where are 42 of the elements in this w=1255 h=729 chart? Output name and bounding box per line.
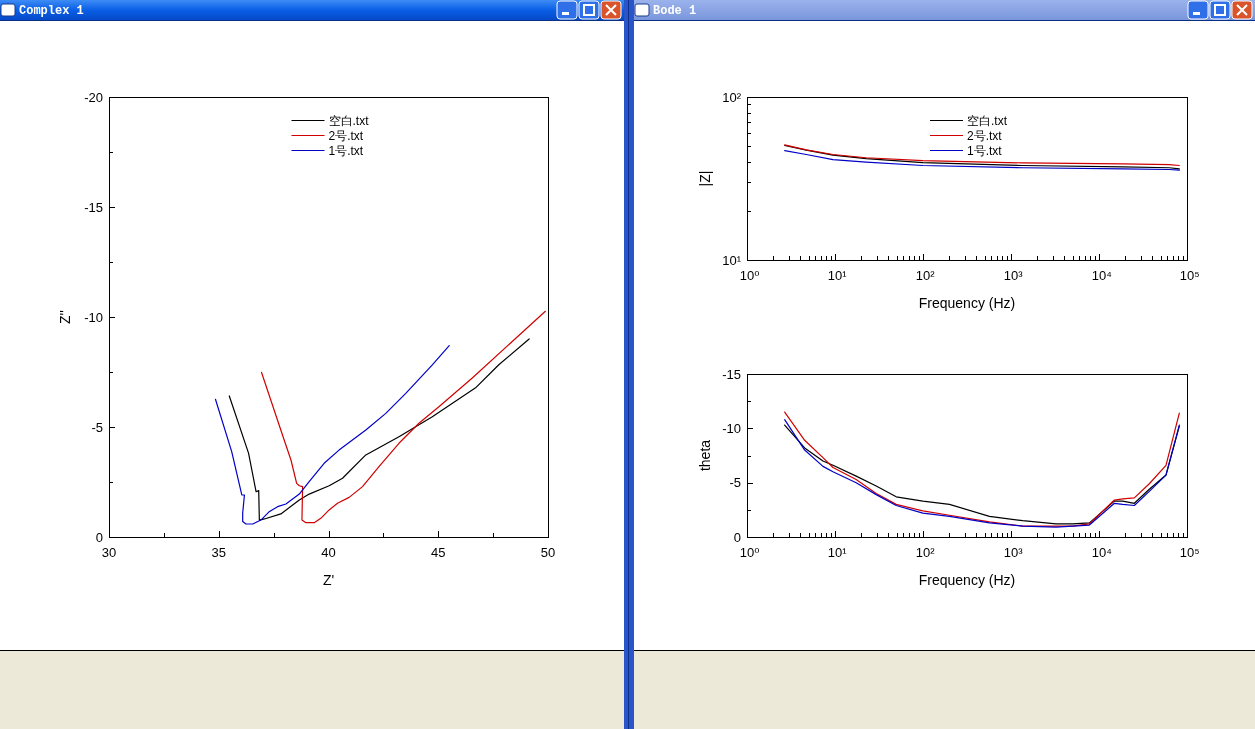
xtick-label: 40 xyxy=(321,545,336,560)
ylabel: theta xyxy=(697,439,713,472)
xtick-label: 10⁴ xyxy=(1091,545,1112,560)
xtick-label: 45 xyxy=(431,545,446,560)
legend-label: 2号.txt xyxy=(328,128,364,143)
xtick-label: 10⁵ xyxy=(1179,545,1200,560)
xlabel: Z' xyxy=(322,572,335,588)
xtick-label: 10¹ xyxy=(827,545,847,560)
ytick-label: -5 xyxy=(91,419,103,435)
title: Bode 1 xyxy=(653,4,697,18)
xtick-label: 10⁰ xyxy=(739,545,760,560)
ytick-label: -15 xyxy=(722,366,741,382)
xtick-label: 10⁴ xyxy=(1091,268,1112,283)
legend-label: 空白.txt xyxy=(328,113,369,128)
ytick-label: -15 xyxy=(84,199,103,215)
title: Complex 1 xyxy=(19,4,84,18)
legend-label: 空白.txt xyxy=(967,113,1007,128)
xlabel: Frequency (Hz) xyxy=(918,572,1016,588)
xtick-label: 10⁵ xyxy=(1179,268,1200,283)
xtick-label: 10⁰ xyxy=(739,268,760,283)
ytick-label: 0 xyxy=(95,529,103,545)
ytick-label: 10² xyxy=(722,89,741,105)
ytick-label: -10 xyxy=(722,420,741,436)
xtick-label: 35 xyxy=(211,545,226,560)
ytick-label: -10 xyxy=(84,309,103,325)
ytick-label: 10¹ xyxy=(722,252,741,268)
xtick-label: 10² xyxy=(915,545,935,560)
xtick-label: 30 xyxy=(101,545,117,560)
xtick-label: 10³ xyxy=(1003,545,1023,560)
ytick-label: -5 xyxy=(729,475,741,491)
xtick-label: 10² xyxy=(915,268,935,283)
legend-label: 1号.txt xyxy=(967,143,1002,158)
ylabel: Z'' xyxy=(57,310,73,324)
legend-label: 1号.txt xyxy=(328,143,364,158)
xtick-label: 50 xyxy=(540,545,556,560)
xtick-label: 10¹ xyxy=(827,268,847,283)
ytick-label: 0 xyxy=(733,529,741,545)
ylabel: |Z| xyxy=(697,170,713,187)
legend-label: 2号.txt xyxy=(967,128,1002,143)
xtick-label: 10³ xyxy=(1003,268,1023,283)
ytick-label: -20 xyxy=(84,89,103,105)
xlabel: Frequency (Hz) xyxy=(918,295,1016,311)
